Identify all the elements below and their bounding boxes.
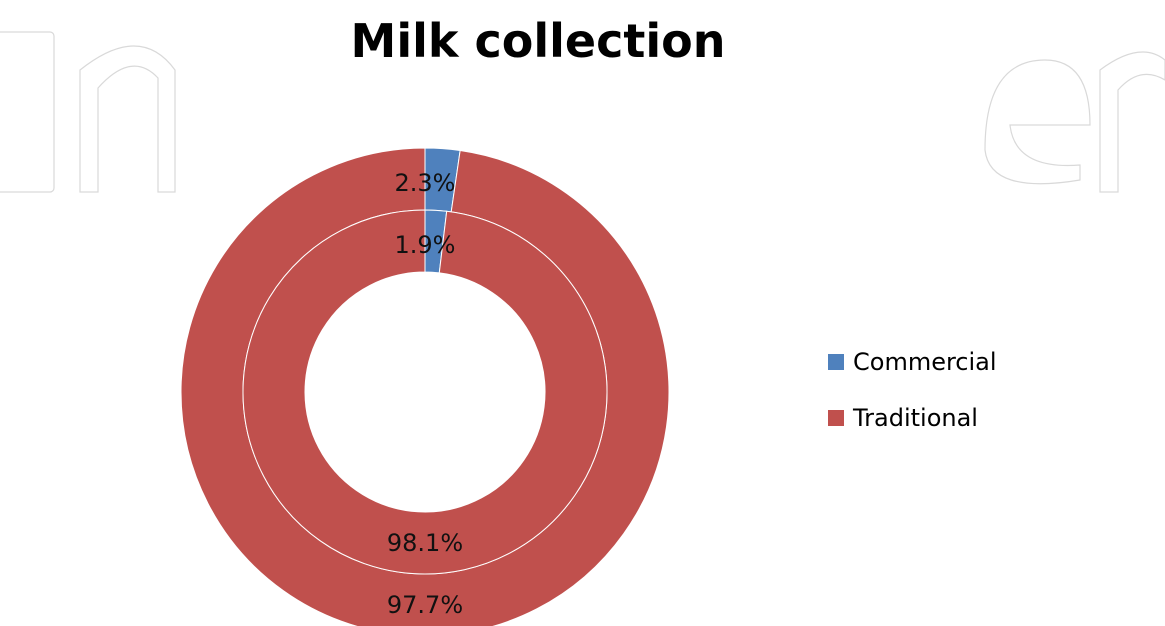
legend-label-traditional: Traditional (852, 404, 978, 432)
legend-swatch-commercial (828, 354, 844, 370)
inner-ring-label-traditional: 98.1% (387, 529, 463, 557)
chart-title: Milk collection (351, 14, 726, 68)
rings (180, 147, 670, 626)
watermark-graphic (0, 31, 1165, 193)
outer-ring-label-traditional: 97.7% (387, 591, 463, 619)
outer-ring-label-commercial: 2.3% (395, 169, 456, 197)
legend-label-commercial: Commercial (853, 348, 997, 376)
inner-ring-slice-traditional (242, 209, 608, 575)
inner-ring-label-commercial: 1.9% (395, 231, 456, 259)
data-labels: 2.3% 97.7% 1.9% 98.1% (387, 169, 463, 619)
legend-swatch-traditional (828, 410, 844, 426)
legend: Commercial Traditional (828, 348, 997, 432)
